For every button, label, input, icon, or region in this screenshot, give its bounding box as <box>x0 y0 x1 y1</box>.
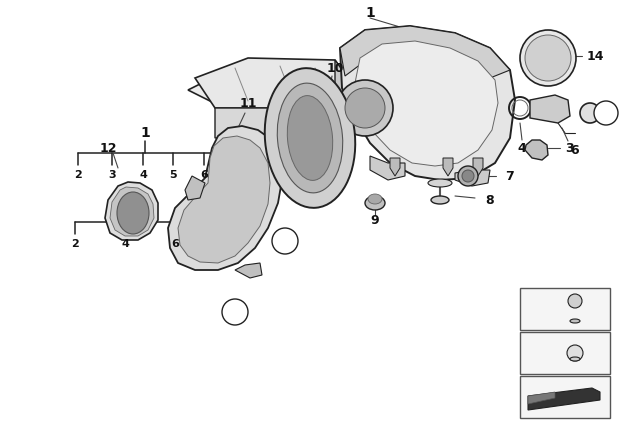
Text: 1: 1 <box>140 126 150 140</box>
Polygon shape <box>528 392 555 404</box>
Text: 372872: 372872 <box>561 403 598 413</box>
Polygon shape <box>110 187 154 236</box>
Circle shape <box>462 170 474 182</box>
Text: 5: 5 <box>530 348 538 358</box>
FancyBboxPatch shape <box>520 376 610 418</box>
FancyBboxPatch shape <box>520 332 610 374</box>
Polygon shape <box>390 158 400 176</box>
Text: 15: 15 <box>244 170 260 180</box>
Text: 12: 12 <box>99 142 116 155</box>
Text: 1: 1 <box>365 6 375 20</box>
Text: 2: 2 <box>294 168 302 181</box>
Polygon shape <box>340 26 515 180</box>
Text: 5: 5 <box>603 108 609 118</box>
Text: 3: 3 <box>566 142 574 155</box>
Text: 2: 2 <box>71 239 79 249</box>
Polygon shape <box>235 263 262 278</box>
Text: 8: 8 <box>486 194 494 207</box>
Circle shape <box>525 35 571 81</box>
Ellipse shape <box>570 357 580 361</box>
Circle shape <box>337 80 393 136</box>
Polygon shape <box>370 156 405 180</box>
Polygon shape <box>168 126 282 270</box>
Text: 5: 5 <box>602 107 611 120</box>
Circle shape <box>272 228 298 254</box>
Text: 4: 4 <box>139 170 147 180</box>
Circle shape <box>345 88 385 128</box>
Circle shape <box>520 30 576 86</box>
Text: 4: 4 <box>518 142 526 155</box>
Circle shape <box>594 101 618 125</box>
Ellipse shape <box>287 95 333 181</box>
Text: 4: 4 <box>121 239 129 249</box>
Ellipse shape <box>277 83 343 193</box>
Ellipse shape <box>570 319 580 323</box>
Polygon shape <box>215 90 335 138</box>
Ellipse shape <box>365 196 385 210</box>
Polygon shape <box>185 176 205 200</box>
Text: 7: 7 <box>230 170 238 180</box>
Text: 11: 11 <box>239 96 257 109</box>
Polygon shape <box>355 41 498 166</box>
Polygon shape <box>188 70 348 110</box>
Circle shape <box>567 345 583 361</box>
Polygon shape <box>195 58 355 108</box>
Text: 6: 6 <box>200 170 208 180</box>
Polygon shape <box>335 60 355 118</box>
Text: 15: 15 <box>128 197 148 211</box>
Circle shape <box>580 103 600 123</box>
Polygon shape <box>443 158 453 176</box>
Text: 7: 7 <box>211 239 219 249</box>
Text: 13: 13 <box>229 307 241 316</box>
Polygon shape <box>525 140 548 160</box>
Polygon shape <box>178 136 270 263</box>
Polygon shape <box>340 26 510 78</box>
Ellipse shape <box>368 194 382 204</box>
Text: 2: 2 <box>74 170 82 180</box>
Text: 5: 5 <box>169 170 177 180</box>
Polygon shape <box>528 388 600 410</box>
Polygon shape <box>105 182 158 240</box>
Ellipse shape <box>265 68 355 208</box>
Text: 13: 13 <box>526 304 541 314</box>
Ellipse shape <box>428 179 452 187</box>
Ellipse shape <box>117 192 149 234</box>
Circle shape <box>222 299 248 325</box>
Text: 10: 10 <box>326 61 344 74</box>
Text: 3: 3 <box>108 170 116 180</box>
FancyBboxPatch shape <box>520 288 610 330</box>
Text: 6: 6 <box>171 239 179 249</box>
Text: 2: 2 <box>294 170 302 180</box>
Text: 6: 6 <box>571 143 579 156</box>
Ellipse shape <box>431 196 449 204</box>
Text: 7: 7 <box>506 169 515 182</box>
Circle shape <box>458 166 478 186</box>
Text: 14: 14 <box>586 49 604 63</box>
Polygon shape <box>473 158 483 176</box>
Polygon shape <box>530 95 570 123</box>
Polygon shape <box>455 170 490 186</box>
Text: 9: 9 <box>371 214 380 227</box>
Text: 13: 13 <box>279 237 291 246</box>
Circle shape <box>568 294 582 308</box>
